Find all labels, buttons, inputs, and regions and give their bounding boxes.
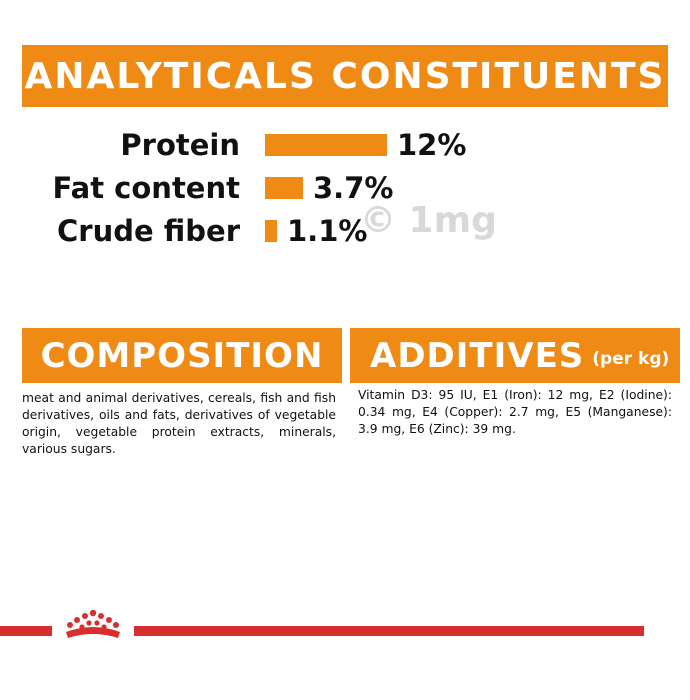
composition-text: meat and animal derivatives, cereals, fi…	[22, 391, 336, 456]
row-label: Protein	[120, 128, 240, 162]
additives-title-banner: ADDITIVES (per kg)	[350, 328, 680, 383]
row-bar	[265, 177, 303, 199]
additives-text: Vitamin D3: 95 IU, E1 (Iron): 12 mg, E2 …	[358, 388, 672, 436]
additives-subtitle: (per kg)	[592, 348, 670, 369]
row-bar	[265, 220, 277, 242]
footer-line-left	[0, 626, 52, 636]
row-label: Fat content	[52, 171, 240, 205]
analytics-row-fat: Fat content 3.7%	[0, 168, 690, 208]
analytics-title: ANALYTICALS CONSTITUENTS	[24, 55, 666, 97]
crown-logo-icon	[66, 609, 120, 638]
footer-line-right	[134, 626, 644, 636]
analytics-row-protein: Protein 12%	[0, 125, 690, 165]
analytics-title-banner: ANALYTICALS CONSTITUENTS	[22, 45, 668, 107]
composition-title-banner: COMPOSITION	[22, 328, 342, 383]
row-value: 12%	[397, 128, 467, 162]
row-value: 3.7%	[313, 171, 394, 205]
row-bar	[265, 134, 387, 156]
analytics-row-fiber: Crude fiber 1.1%	[0, 211, 690, 251]
row-value: 1.1%	[287, 214, 368, 248]
additives-title: ADDITIVES	[370, 335, 585, 376]
watermark: © 1mg	[360, 200, 497, 241]
composition-title: COMPOSITION	[40, 335, 324, 376]
row-label: Crude fiber	[57, 214, 240, 248]
